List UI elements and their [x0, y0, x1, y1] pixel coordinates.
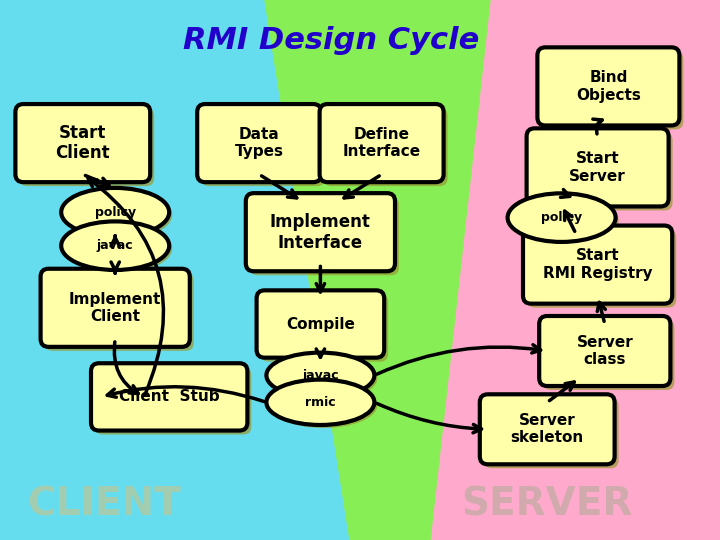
FancyBboxPatch shape [40, 269, 190, 347]
FancyBboxPatch shape [201, 108, 325, 186]
FancyBboxPatch shape [91, 363, 248, 430]
FancyBboxPatch shape [541, 51, 683, 130]
Ellipse shape [61, 188, 169, 237]
FancyBboxPatch shape [480, 394, 615, 464]
FancyBboxPatch shape [95, 367, 251, 435]
Text: javac: javac [302, 369, 338, 382]
Ellipse shape [64, 225, 172, 273]
FancyBboxPatch shape [250, 197, 399, 275]
Ellipse shape [64, 191, 172, 240]
Text: Start
Client: Start Client [55, 124, 110, 163]
Text: SERVER: SERVER [462, 486, 633, 524]
Ellipse shape [269, 383, 377, 428]
FancyBboxPatch shape [527, 230, 676, 308]
Text: rmic: rmic [305, 396, 336, 409]
FancyBboxPatch shape [320, 104, 444, 182]
Text: javac: javac [97, 239, 133, 252]
Polygon shape [430, 0, 720, 540]
Text: Start
RMI Registry: Start RMI Registry [543, 248, 652, 281]
FancyBboxPatch shape [197, 104, 321, 182]
FancyBboxPatch shape [537, 48, 680, 125]
Polygon shape [265, 0, 490, 540]
Ellipse shape [269, 356, 377, 401]
FancyBboxPatch shape [531, 132, 672, 211]
FancyBboxPatch shape [523, 226, 672, 303]
Text: Compile: Compile [286, 316, 355, 332]
Text: policy: policy [541, 211, 582, 224]
FancyBboxPatch shape [15, 104, 150, 182]
Text: Bind
Objects: Bind Objects [576, 70, 641, 103]
Ellipse shape [266, 353, 374, 398]
Text: Data
Types: Data Types [235, 127, 284, 159]
Ellipse shape [510, 197, 618, 245]
Text: Server
skeleton: Server skeleton [510, 413, 584, 446]
FancyBboxPatch shape [246, 193, 395, 271]
Text: RMI Design Cycle: RMI Design Cycle [183, 26, 480, 55]
Text: Start
Server: Start Server [570, 151, 626, 184]
FancyBboxPatch shape [261, 294, 388, 362]
Text: Client  Stub: Client Stub [119, 389, 220, 404]
Text: Implement
Interface: Implement Interface [270, 213, 371, 252]
FancyBboxPatch shape [256, 291, 384, 357]
FancyBboxPatch shape [543, 320, 675, 390]
Ellipse shape [61, 221, 169, 270]
FancyBboxPatch shape [539, 316, 670, 386]
Text: CLIENT: CLIENT [27, 486, 181, 524]
Ellipse shape [266, 380, 374, 425]
Text: Server
class: Server class [577, 335, 633, 367]
Text: Implement
Client: Implement Client [69, 292, 161, 324]
Text: policy: policy [94, 206, 136, 219]
FancyBboxPatch shape [484, 399, 618, 468]
FancyBboxPatch shape [19, 108, 154, 186]
FancyBboxPatch shape [323, 108, 448, 186]
Text: Define
Interface: Define Interface [343, 127, 420, 159]
FancyBboxPatch shape [45, 273, 194, 351]
FancyBboxPatch shape [526, 129, 669, 206]
Ellipse shape [508, 193, 616, 242]
